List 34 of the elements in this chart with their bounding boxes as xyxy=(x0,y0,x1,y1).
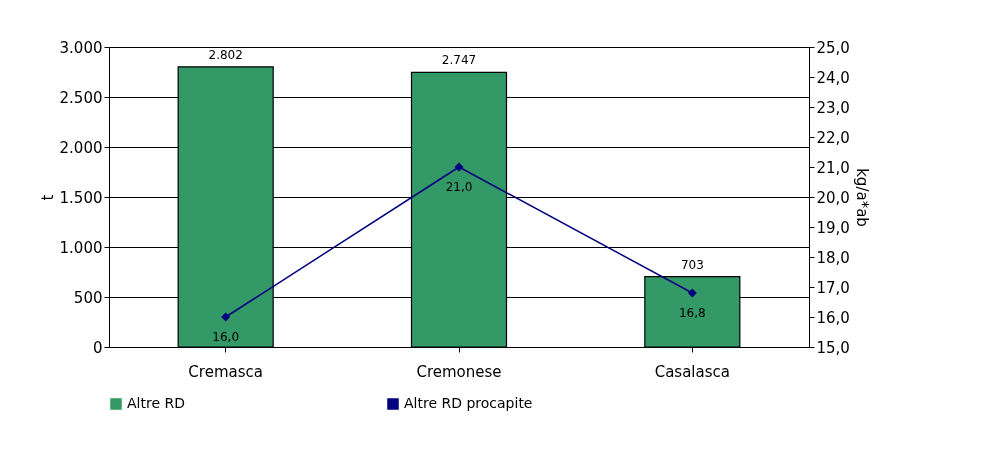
y2-tick-label: 22,0 xyxy=(816,128,850,147)
y2-axis-title: kg/a*ab xyxy=(852,168,871,227)
y2-tick-label: 18,0 xyxy=(816,248,850,267)
data-label: 16,0 xyxy=(212,330,240,344)
point xyxy=(454,162,464,172)
data-label: 21,0 xyxy=(445,180,473,194)
y-tick-label: 1.500 xyxy=(59,188,103,207)
y-axis-title: t xyxy=(38,194,57,201)
x-tick-label: Cremasca xyxy=(188,362,263,381)
point xyxy=(687,288,697,298)
y-tick-label: 1.000 xyxy=(59,238,103,257)
y-tick-label: 2.000 xyxy=(59,138,103,157)
y-tick-label: 0 xyxy=(92,338,103,357)
data-label: 2.802 xyxy=(208,47,243,62)
y2-tick-label: 21,0 xyxy=(816,158,850,177)
y-tick-label: 500 xyxy=(73,288,103,307)
y-tick-label: 2.500 xyxy=(59,88,103,107)
legend-label: Altre RD xyxy=(127,395,185,411)
point xyxy=(221,312,231,322)
y2-tick-label: 16,0 xyxy=(816,308,850,327)
legend-label: Altre RD procapite xyxy=(404,395,533,411)
y2-tick-label: 20,0 xyxy=(816,188,850,207)
y2-tick-label: 17,0 xyxy=(816,278,850,297)
data-label: 16,8 xyxy=(678,306,706,320)
y2-tick-label: 25,0 xyxy=(816,38,850,57)
y2-tick-label: 23,0 xyxy=(816,98,850,117)
y2-tick-label: 19,0 xyxy=(816,218,850,237)
x-tick-label: Cremonese xyxy=(416,362,502,381)
y2-tick-label: 15,0 xyxy=(816,338,850,357)
y-tick-label: 3.000 xyxy=(59,38,103,57)
x-tick-label: Casalasca xyxy=(654,362,730,381)
y2-tick-label: 24,0 xyxy=(816,68,850,87)
data-label: 703 xyxy=(680,257,704,272)
data-label: 2.747 xyxy=(441,53,477,68)
